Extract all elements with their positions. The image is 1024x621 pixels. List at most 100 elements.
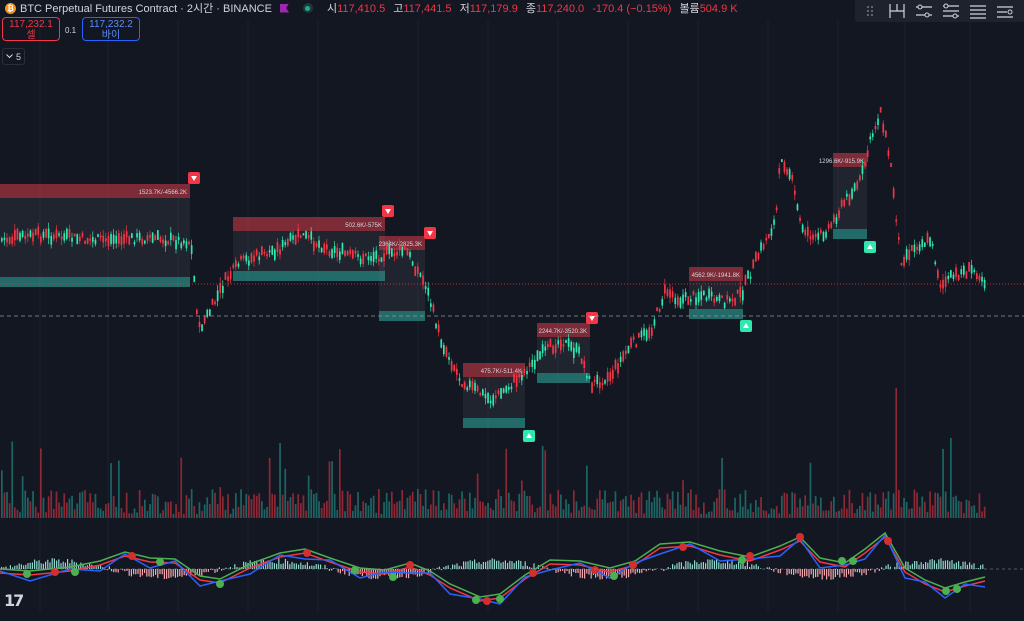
- histogram-bar: [45, 561, 47, 569]
- candle: [302, 233, 305, 236]
- histogram-bar: [163, 569, 165, 579]
- volume-bar: [612, 501, 614, 518]
- histogram-bar: [64, 562, 66, 569]
- histogram-bar: [326, 568, 328, 569]
- volume-bar: [916, 492, 918, 518]
- volume-bar: [892, 493, 895, 518]
- volume-bar: [567, 503, 570, 518]
- histogram-bar: [133, 569, 135, 575]
- candle: [463, 382, 466, 389]
- candle: [352, 250, 354, 259]
- histogram-bar: [51, 558, 53, 569]
- macd-oscillator: [0, 531, 986, 605]
- candle: [981, 276, 983, 282]
- histogram-bar: [139, 569, 141, 578]
- candle: [656, 307, 658, 312]
- histogram-bar: [293, 563, 295, 569]
- candle: [827, 224, 830, 229]
- volume-bar: [965, 499, 968, 518]
- flag-icon[interactable]: [279, 3, 289, 13]
- candle: [606, 371, 609, 382]
- candle: [508, 387, 510, 390]
- candle: [495, 395, 497, 399]
- buy-button[interactable]: 117,232.2 바이: [82, 17, 140, 41]
- candle: [882, 123, 885, 133]
- volume-bar: [284, 468, 287, 518]
- candle: [534, 359, 536, 370]
- histogram-bar: [130, 569, 132, 577]
- volume-bar: [809, 462, 812, 518]
- histogram-bar: [229, 566, 231, 569]
- candle: [796, 204, 799, 211]
- candle: [287, 238, 289, 246]
- volume-bar: [307, 475, 310, 518]
- volume-bar: [934, 492, 937, 518]
- histogram-bar: [56, 560, 58, 569]
- candle: [432, 304, 435, 312]
- histogram-bar: [669, 568, 671, 569]
- candle: [612, 369, 614, 379]
- histogram-bar: [463, 561, 465, 569]
- histogram-bar: [137, 569, 139, 574]
- candle: [677, 296, 679, 306]
- candle: [359, 258, 362, 265]
- candle: [625, 350, 627, 355]
- candle: [149, 235, 151, 238]
- candle: [378, 258, 380, 262]
- candle: [744, 275, 747, 285]
- volume-bar: [302, 495, 305, 518]
- histogram-bar: [159, 569, 161, 574]
- candle: [627, 345, 630, 354]
- crossover-dot: [738, 556, 746, 564]
- volume-bar: [300, 503, 302, 518]
- candle: [177, 236, 180, 241]
- sliders-icon[interactable]: [915, 3, 933, 19]
- grip-icon[interactable]: [861, 3, 879, 19]
- indicators-toggle[interactable]: 5: [2, 48, 25, 65]
- sliders-icon[interactable]: [942, 3, 960, 19]
- histogram-bar: [5, 566, 7, 569]
- histogram-bar: [262, 559, 264, 569]
- volume-bar: [700, 513, 703, 518]
- volume-bar: [383, 502, 385, 518]
- symbol-title[interactable]: BTC Perpetual Futures Contract · 2시간 · B…: [20, 3, 272, 15]
- histogram-bar: [342, 569, 344, 572]
- buy-label: 바이: [101, 30, 121, 41]
- volume-bar: [349, 494, 352, 518]
- candle: [617, 363, 619, 374]
- fork-icon[interactable]: [888, 3, 906, 19]
- histogram-bar: [724, 563, 726, 569]
- candle: [778, 167, 781, 174]
- candle: [92, 236, 94, 242]
- candle: [346, 250, 349, 256]
- volume-bar: [929, 491, 931, 518]
- signal-markers: [188, 172, 876, 442]
- histogram-bar: [100, 565, 102, 569]
- tradingview-logo[interactable]: 17: [4, 591, 24, 610]
- candle: [643, 328, 645, 336]
- zone-label: 475.7K/-511.4K: [481, 369, 522, 375]
- histogram-bar: [755, 564, 757, 569]
- adjust-icon[interactable]: [996, 3, 1014, 19]
- candle: [630, 337, 632, 348]
- candle: [596, 374, 599, 385]
- volume-bar: [591, 509, 593, 518]
- histogram-bar: [810, 569, 812, 575]
- volume-bar: [856, 509, 859, 518]
- volume-bar: [775, 506, 778, 518]
- sell-button[interactable]: 117,232.1 셀: [2, 17, 60, 41]
- list-icon[interactable]: [969, 3, 987, 19]
- histogram-bar: [828, 569, 830, 577]
- candle: [461, 383, 463, 388]
- volume-bar: [632, 500, 635, 518]
- histogram-bar: [570, 569, 572, 577]
- volume-bar: [448, 493, 450, 518]
- volume-bar: [905, 502, 908, 518]
- histogram-bar: [716, 558, 718, 569]
- sell-label: 셀: [26, 30, 36, 41]
- candle: [669, 289, 671, 298]
- histogram-bar: [766, 567, 768, 569]
- volume-bar: [385, 493, 388, 518]
- volume-bar: [573, 490, 575, 518]
